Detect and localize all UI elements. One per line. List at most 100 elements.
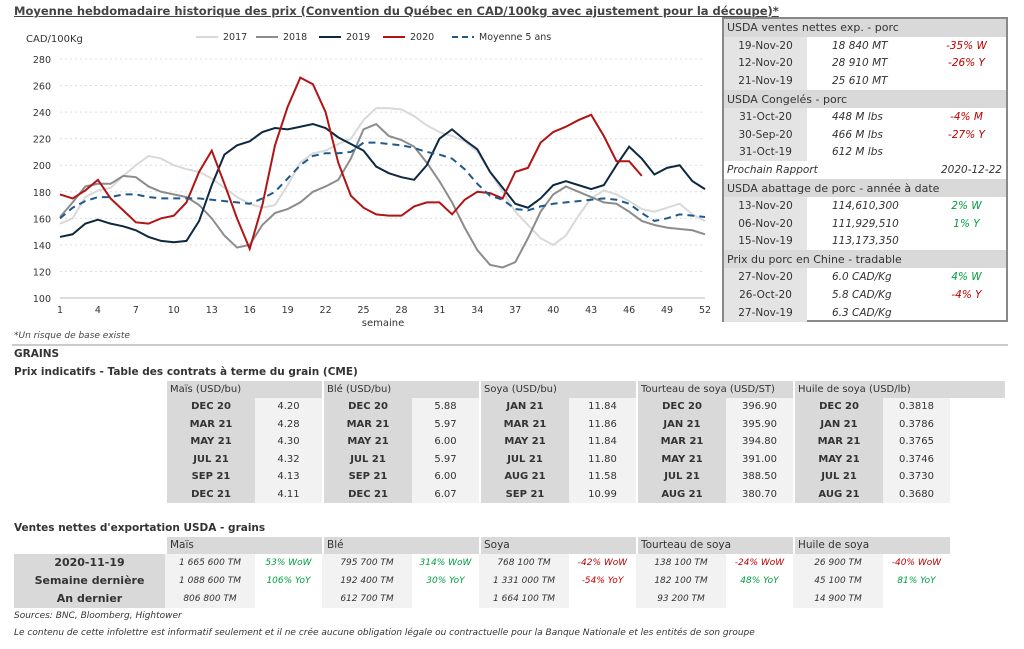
price: 11.58 bbox=[569, 468, 636, 486]
value: 5.8 CAD/Kg bbox=[832, 288, 892, 301]
y-tick-label: 240 bbox=[33, 108, 51, 119]
date: 12-Nov-20 bbox=[724, 54, 807, 73]
next-report-row: Prochain Rapport 2020-12-22 bbox=[724, 161, 1006, 179]
date: 27-Nov-20 bbox=[724, 268, 807, 286]
export-row: 2020-11-19 1 665 600 TM 53% WoW 795 700 TM 3… bbox=[14, 554, 1006, 572]
legend-label: Moyenne 5 ans bbox=[479, 32, 551, 43]
futures-header: Maïs (USD/bu) Blé (USD/bu) Soya (USD/bu) To… bbox=[165, 381, 1005, 398]
x-tick-label: 49 bbox=[661, 305, 673, 316]
chart-note: *Un risque de base existe bbox=[14, 331, 130, 341]
x-tick-label: 34 bbox=[471, 305, 483, 316]
y-tick-label: 280 bbox=[33, 55, 51, 66]
x-tick-label: 37 bbox=[509, 305, 521, 316]
chart-title: Moyenne hebdomadaire historique des prix… bbox=[14, 4, 779, 18]
contract-month: AUG 21 bbox=[479, 468, 569, 486]
volume: 1 088 600 TM bbox=[165, 572, 255, 590]
date: 31-Oct-20 bbox=[724, 107, 807, 126]
volume: 93 200 TM bbox=[636, 590, 726, 608]
grains-heading: GRAINS bbox=[14, 348, 60, 360]
price: 0.3746 bbox=[883, 450, 950, 468]
x-tick-label: 46 bbox=[623, 305, 635, 316]
change: -26% Y bbox=[948, 57, 985, 70]
date: 31-Oct-19 bbox=[724, 143, 807, 162]
series-line-2018 bbox=[59, 122, 706, 269]
change: 48% YoY bbox=[740, 576, 779, 586]
date: 21-Nov-19 bbox=[724, 72, 807, 91]
price: 394.80 bbox=[726, 433, 793, 451]
contract-month: MAR 21 bbox=[165, 415, 255, 433]
volume: 192 400 TM bbox=[322, 572, 412, 590]
panel-row: 30-Sep-20 466 M lbs -27% Y bbox=[724, 125, 1006, 144]
change bbox=[883, 590, 950, 608]
export-row: Semaine dernière 1 088 600 TM 106% YoY 192 … bbox=[14, 572, 1006, 590]
contract-month: DEC 21 bbox=[165, 485, 255, 503]
price: 6.07 bbox=[412, 485, 479, 503]
y-tick-label: 100 bbox=[33, 294, 51, 305]
x-tick-label: 31 bbox=[433, 305, 445, 316]
change: 30% YoY bbox=[426, 576, 465, 586]
contract-month: MAY 21 bbox=[322, 433, 412, 451]
price: 391.00 bbox=[726, 450, 793, 468]
section-title: Prix du porc en Chine - tradable bbox=[724, 250, 1006, 269]
value: 113,173,350 bbox=[832, 235, 899, 248]
change: -54% YoY bbox=[581, 576, 624, 586]
price: 5.97 bbox=[412, 450, 479, 468]
price: 11.84 bbox=[569, 433, 636, 451]
column-header: Tourteau de soya bbox=[636, 537, 793, 554]
value: 466 M lbs bbox=[832, 128, 883, 141]
futures-row: MAY 21 4.30 MAY 21 6.00 MAY 21 11.84 MAR 21 394… bbox=[165, 433, 1005, 451]
x-tick-label: 10 bbox=[168, 305, 180, 316]
change: -40% WoW bbox=[891, 558, 942, 568]
futures-row: DEC 20 4.20 DEC 20 5.88 JAN 21 11.84 DEC 20 396… bbox=[165, 398, 1005, 416]
date: 27-Nov-19 bbox=[724, 303, 807, 322]
volume: 806 800 TM bbox=[165, 590, 255, 608]
panel-row: 13-Nov-20 114,610,300 2% W bbox=[724, 196, 1006, 215]
section-title: USDA abattage de porc - année à date bbox=[724, 179, 1006, 197]
legend-label: 2020 bbox=[410, 32, 434, 43]
volume: 138 100 TM bbox=[636, 554, 726, 572]
value: 448 M lbs bbox=[832, 110, 883, 123]
contract-month: JUL 21 bbox=[793, 468, 883, 486]
contract-month: DEC 21 bbox=[322, 485, 412, 503]
date: 30-Sep-20 bbox=[724, 125, 807, 144]
contract-month: SEP 21 bbox=[322, 468, 412, 486]
contract-month: JUL 21 bbox=[636, 468, 726, 486]
price: 5.97 bbox=[412, 415, 479, 433]
series-line-2020 bbox=[59, 76, 643, 252]
value: 25 610 MT bbox=[832, 75, 888, 88]
contract-month: MAR 21 bbox=[636, 433, 726, 451]
export-title: Ventes nettes d'exportation USDA - grain… bbox=[14, 522, 266, 534]
divider bbox=[12, 344, 1008, 346]
date: 06-Nov-20 bbox=[724, 214, 807, 233]
contract-month: MAY 21 bbox=[479, 433, 569, 451]
volume: 768 100 TM bbox=[479, 554, 569, 572]
price: 0.3765 bbox=[883, 433, 950, 451]
export-row: An dernier 806 800 TM 612 700 TM 1 664 100 … bbox=[14, 590, 1006, 608]
date: 26-Oct-20 bbox=[724, 285, 807, 304]
change: -27% Y bbox=[948, 128, 985, 141]
price: 6.00 bbox=[412, 433, 479, 451]
contract-month: MAR 21 bbox=[793, 433, 883, 451]
series-line-2017 bbox=[59, 107, 706, 247]
value: 6.0 CAD/Kg bbox=[832, 271, 892, 284]
change: 53% WoW bbox=[265, 558, 312, 568]
volume: 1 665 600 TM bbox=[165, 554, 255, 572]
value: 18 840 MT bbox=[832, 39, 888, 52]
panel-row: 15-Nov-19 113,173,350 bbox=[724, 232, 1006, 251]
contract-month: AUG 21 bbox=[636, 485, 726, 503]
contract-month: MAY 21 bbox=[636, 450, 726, 468]
contract-month: AUG 21 bbox=[793, 485, 883, 503]
legend-label: 2018 bbox=[283, 32, 307, 43]
series-line-moyenne-5-ans bbox=[59, 141, 706, 223]
contract-month: JUL 21 bbox=[479, 450, 569, 468]
y-tick-label: 140 bbox=[33, 241, 51, 252]
x-tick-label: 16 bbox=[244, 305, 256, 316]
price: 396.90 bbox=[726, 398, 793, 416]
volume: 14 900 TM bbox=[793, 590, 883, 608]
contract-month: DEC 20 bbox=[165, 398, 255, 416]
legend-label: 2019 bbox=[346, 32, 370, 43]
change bbox=[412, 590, 479, 608]
export-table: Maïs Blé Soya Tourteau de soya Huile de soya… bbox=[14, 537, 1006, 608]
value: 28 910 MT bbox=[832, 57, 888, 70]
x-tick-label: 4 bbox=[95, 305, 101, 316]
